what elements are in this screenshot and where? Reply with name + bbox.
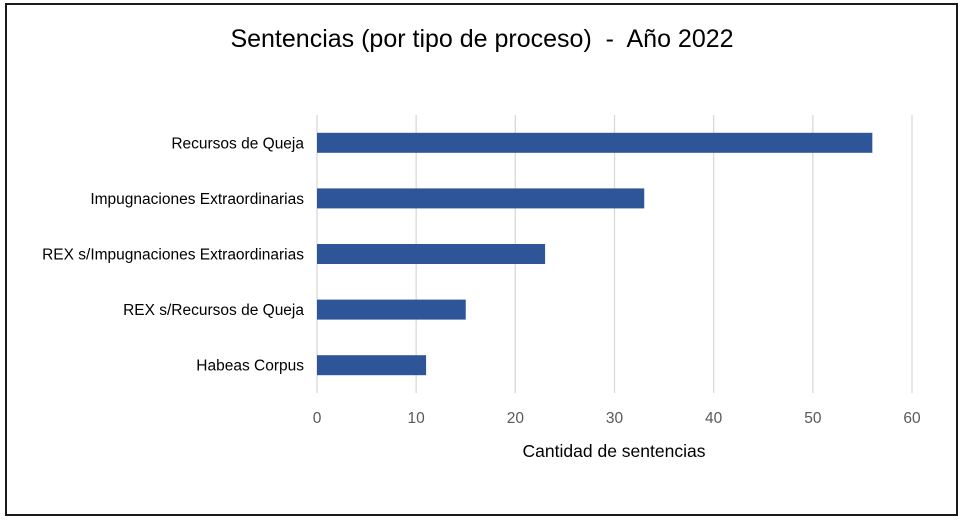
x-tick-label: 40 bbox=[705, 410, 723, 427]
x-tick-label: 10 bbox=[408, 410, 426, 427]
category-label: REX s/Impugnaciones Extraordinarias bbox=[42, 247, 304, 264]
bar bbox=[317, 244, 546, 264]
bars bbox=[317, 132, 873, 376]
x-tick-label: 50 bbox=[804, 410, 822, 427]
x-tick-labels: 0 10 20 30 40 50 60 bbox=[313, 410, 921, 427]
x-tick-label: 60 bbox=[903, 410, 921, 427]
category-label: REX s/Recursos de Queja bbox=[123, 302, 304, 319]
bar bbox=[317, 299, 466, 320]
x-axis-title: Cantidad de sentencias bbox=[523, 441, 706, 461]
bar bbox=[317, 188, 645, 209]
x-tick-label: 20 bbox=[507, 410, 525, 427]
x-tick-label: 0 bbox=[313, 410, 322, 427]
x-tick-label: 30 bbox=[606, 410, 624, 427]
category-label: Recursos de Queja bbox=[171, 135, 304, 152]
bar bbox=[317, 132, 873, 153]
category-labels: Recursos de Queja Impugnaciones Extraordi… bbox=[42, 135, 304, 374]
category-label: Impugnaciones Extraordinarias bbox=[90, 191, 304, 208]
bar bbox=[317, 355, 427, 376]
grid-lines bbox=[316, 115, 913, 393]
chart-title: Sentencias (por tipo de proceso) - Año 2… bbox=[230, 25, 733, 53]
category-label: Habeas Corpus bbox=[196, 358, 304, 375]
